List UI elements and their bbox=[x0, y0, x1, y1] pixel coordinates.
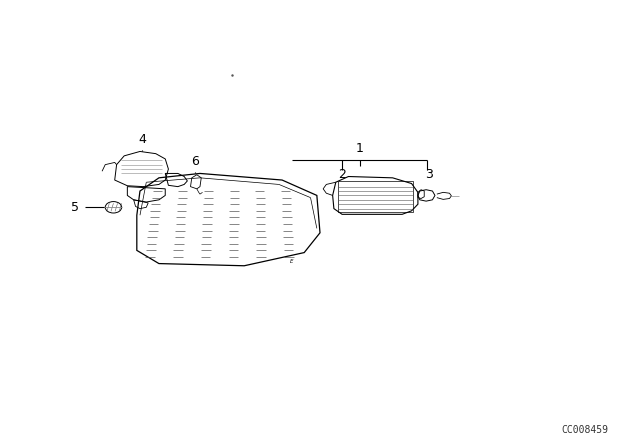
Text: 5: 5 bbox=[70, 201, 79, 214]
Text: 3: 3 bbox=[425, 168, 433, 181]
Text: 2: 2 bbox=[338, 168, 346, 181]
Text: 6: 6 bbox=[191, 155, 199, 168]
Text: CC008459: CC008459 bbox=[562, 425, 609, 435]
Text: 4: 4 bbox=[138, 133, 146, 146]
Text: 1: 1 bbox=[356, 142, 364, 155]
Text: E: E bbox=[290, 259, 293, 264]
